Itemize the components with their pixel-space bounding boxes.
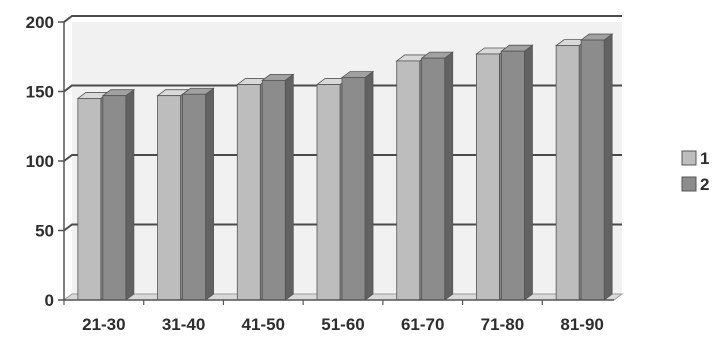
gridline — [63, 15, 622, 23]
x-tick-label: 51-60 — [321, 315, 364, 334]
y-tick-label: 0 — [45, 291, 54, 310]
bar-front — [501, 50, 525, 301]
x-tick-label: 31-40 — [162, 315, 205, 334]
bar-41-50-series-2 — [261, 73, 295, 301]
legend: 12 — [681, 149, 709, 194]
bar-side — [125, 88, 135, 301]
bar-front — [236, 84, 261, 301]
bars — [76, 33, 614, 301]
y-tick-label: 150 — [26, 83, 54, 102]
bar-71-80-series-2 — [500, 44, 534, 301]
bar-front — [102, 95, 127, 301]
bar-21-30-series-2 — [101, 88, 136, 301]
bar-front — [555, 45, 580, 301]
y-tick-label: 100 — [26, 152, 54, 171]
legend-label-2: 2 — [700, 175, 709, 194]
bar-front — [157, 95, 181, 301]
bar-front — [396, 60, 421, 301]
bar-side — [284, 73, 294, 301]
x-tick-label: 41-50 — [242, 315, 285, 334]
bar-side — [364, 70, 374, 301]
bar-front — [316, 84, 341, 301]
bar-front — [77, 98, 102, 301]
bar-side — [444, 51, 454, 301]
y-tick-label: 50 — [35, 222, 54, 241]
bar-31-40-series-2 — [181, 87, 215, 301]
bar-front — [261, 79, 286, 301]
legend-swatch-2 — [681, 176, 697, 192]
bar-front — [341, 77, 366, 301]
bar-front — [182, 93, 206, 301]
axes: 0 50 100 150 200 21-30 31-40 41-50 51-60 61-70 71-… — [26, 13, 614, 334]
x-tick-label: 21-30 — [82, 315, 125, 334]
bar-front — [580, 39, 605, 301]
bar-front — [476, 53, 500, 301]
legend-swatch-1 — [681, 150, 697, 166]
bar-side — [603, 33, 613, 301]
legend-label-1: 1 — [700, 149, 709, 168]
bar-61-70-series-2 — [420, 51, 454, 301]
x-tick-label: 71-80 — [481, 315, 524, 334]
bar-front — [421, 57, 446, 301]
bar-side — [524, 44, 533, 301]
bar-side — [205, 87, 214, 301]
y-tick-label: 200 — [26, 13, 54, 32]
x-tick-label: 61-70 — [401, 315, 444, 334]
bar-51-60-series-2 — [340, 70, 375, 301]
x-tick-label: 81-90 — [560, 315, 603, 334]
bar-81-90-series-2 — [579, 33, 614, 301]
